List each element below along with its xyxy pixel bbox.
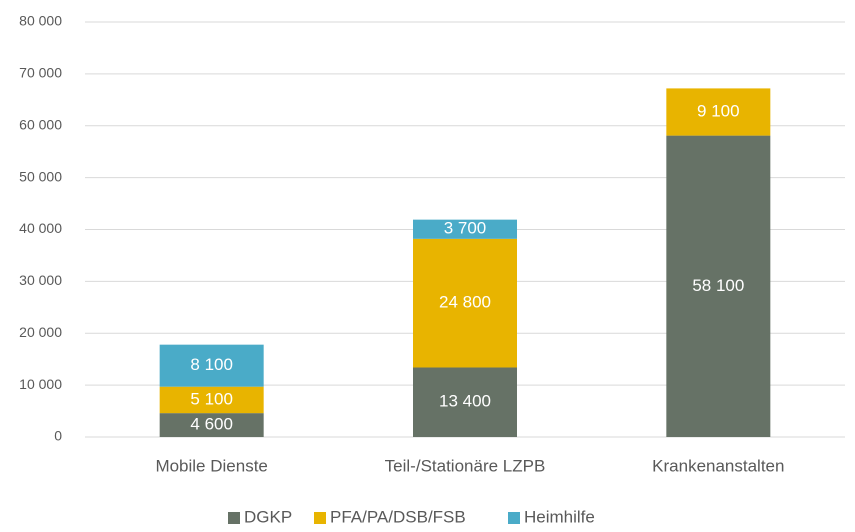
y-tick-label: 60 000 xyxy=(19,116,62,132)
y-tick-label: 20 000 xyxy=(19,324,62,340)
legend-label: Heimhilfe xyxy=(524,507,595,526)
y-tick-label: 80 000 xyxy=(19,13,62,29)
data-label: 24 800 xyxy=(439,293,491,312)
y-tick-label: 50 000 xyxy=(19,168,62,184)
bar-segment xyxy=(413,219,517,239)
y-tick-label: 10 000 xyxy=(19,376,62,392)
data-label: 13 400 xyxy=(439,392,491,411)
data-label: 3 700 xyxy=(444,219,487,238)
bar-segment xyxy=(413,238,517,368)
y-tick-label: 70 000 xyxy=(19,65,62,81)
data-label: 5 100 xyxy=(190,389,233,408)
bar-segment xyxy=(159,344,264,387)
legend-label: PFA/PA/DSB/FSB xyxy=(330,507,466,526)
legend-label: DGKP xyxy=(244,507,292,526)
legend-swatch xyxy=(228,512,240,524)
x-tick-label: Teil-/Stationäre LZPB xyxy=(385,456,546,475)
legend-swatch xyxy=(508,512,520,524)
bar-segment xyxy=(666,88,771,136)
y-tick-label: 40 000 xyxy=(19,220,62,236)
bar-segment xyxy=(159,413,264,437)
data-label: 9 100 xyxy=(697,101,740,120)
x-tick-label: Krankenanstalten xyxy=(652,456,784,475)
x-tick-label: Mobile Dienste xyxy=(155,456,267,475)
legend-swatch xyxy=(314,512,326,524)
bar-segment xyxy=(159,386,264,414)
bar-segment xyxy=(666,135,771,437)
y-tick-label: 0 xyxy=(54,428,62,444)
y-tick-label: 30 000 xyxy=(19,272,62,288)
bar-segment xyxy=(413,367,517,437)
data-label: 4 600 xyxy=(190,415,233,434)
data-label: 58 100 xyxy=(692,276,744,295)
data-label: 8 100 xyxy=(190,355,233,374)
